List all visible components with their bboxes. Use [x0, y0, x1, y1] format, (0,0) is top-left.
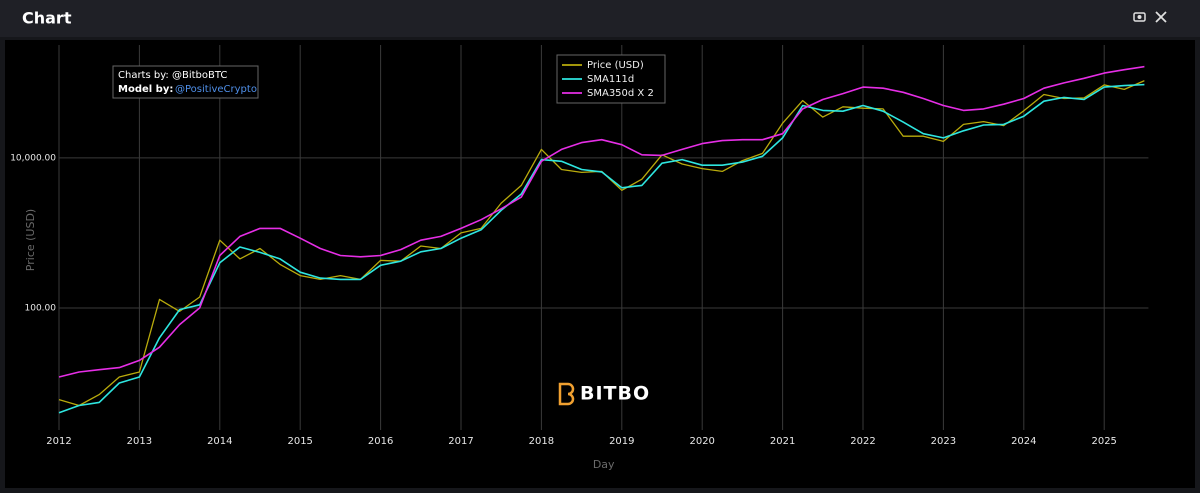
y-axis-title: Price (USD)	[24, 209, 37, 271]
annotation-box	[112, 65, 259, 99]
x-tick-label: 2013	[127, 436, 152, 447]
header-title: Chart	[22, 9, 72, 28]
series-line	[58, 83, 1145, 414]
y-tick-label: 100.00	[25, 303, 57, 313]
x-tick-label: 2025	[1091, 436, 1116, 447]
x-tick-label: 2023	[931, 436, 956, 447]
x-tick-label: 2014	[207, 436, 232, 447]
series-line	[58, 65, 1145, 378]
x-tick-label: 2021	[770, 436, 795, 447]
x-tick-label: 2024	[1011, 436, 1036, 447]
x-tick-label: 2015	[287, 436, 312, 447]
watermark-icon	[558, 382, 575, 406]
x-tick-label: 2018	[529, 436, 554, 447]
x-tick-label: 2012	[46, 436, 71, 447]
y-tick-label: 10,000.00	[10, 153, 56, 163]
x-tick-label: 2022	[850, 436, 875, 447]
watermark: BITBO	[580, 383, 650, 405]
x-tick-label: 2020	[689, 436, 714, 447]
x-tick-label: 2016	[368, 436, 393, 447]
annotation: Charts by: @BitboBTC	[118, 70, 227, 81]
legend-label: SMA350d X 2	[587, 88, 654, 99]
model-label: Model by:	[118, 84, 173, 95]
model-author: @PositiveCrypto	[175, 84, 257, 95]
x-tick-label: 2017	[448, 436, 473, 447]
legend-label: SMA111d	[587, 74, 634, 85]
x-tick-label: 2019	[609, 436, 634, 447]
legend-label: Price (USD)	[587, 60, 644, 71]
camera-icon[interactable]	[1133, 12, 1146, 22]
plot-panel	[5, 40, 1195, 488]
fullscreen-icon[interactable]	[1155, 11, 1167, 23]
x-axis-title: Day	[593, 458, 615, 471]
header-bar	[0, 0, 1200, 37]
